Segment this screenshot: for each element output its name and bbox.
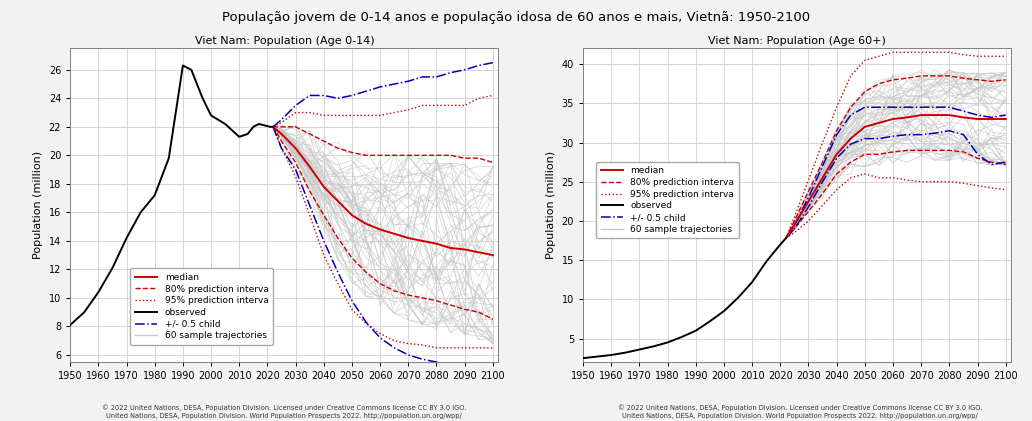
Legend: median, 80% prediction interva, 95% prediction interva, observed, +/- 0.5 child,: median, 80% prediction interva, 95% pred… [130,269,273,345]
Title: Viet Nam: Population (Age 60+): Viet Nam: Population (Age 60+) [708,36,886,46]
Y-axis label: Population (million): Population (million) [33,151,43,259]
Legend: median, 80% prediction interva, 95% prediction interva, observed, +/- 0.5 child,: median, 80% prediction interva, 95% pred… [596,162,739,238]
Text: © 2022 United Nations, DESA, Population Division. Licensed under Creative Common: © 2022 United Nations, DESA, Population … [101,404,466,419]
Text: © 2022 United Nations, DESA, Population Division. Licensed under Creative Common: © 2022 United Nations, DESA, Population … [617,404,982,419]
Y-axis label: Population (million): Population (million) [546,151,556,259]
Title: Viet Nam: Population (Age 0-14): Viet Nam: Population (Age 0-14) [194,36,375,46]
Text: População jovem de 0-14 anos e população idosa de 60 anos e mais, Vietnã: 1950-2: População jovem de 0-14 anos e população… [222,11,810,24]
